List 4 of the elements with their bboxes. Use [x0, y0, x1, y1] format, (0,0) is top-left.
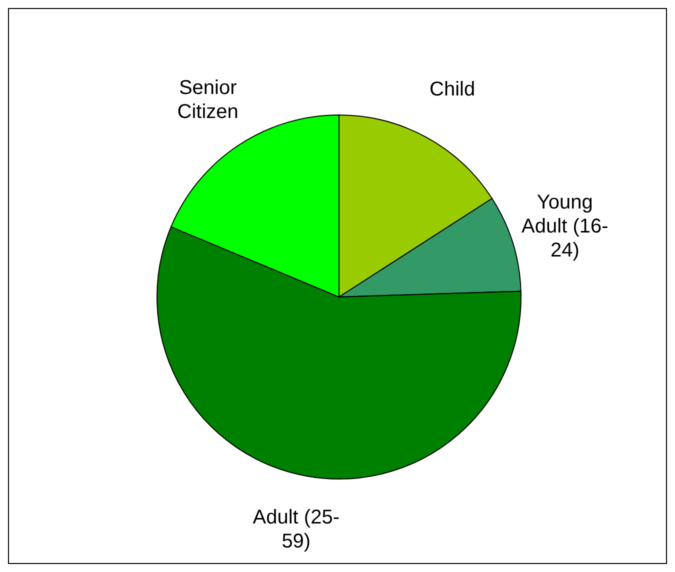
- slice-label: Child: [430, 78, 476, 100]
- slice-label: Young Adult (16-24): [522, 192, 608, 262]
- slice-label: Adult (25-59): [252, 506, 340, 553]
- slice-label: Senior Citizen: [177, 77, 238, 124]
